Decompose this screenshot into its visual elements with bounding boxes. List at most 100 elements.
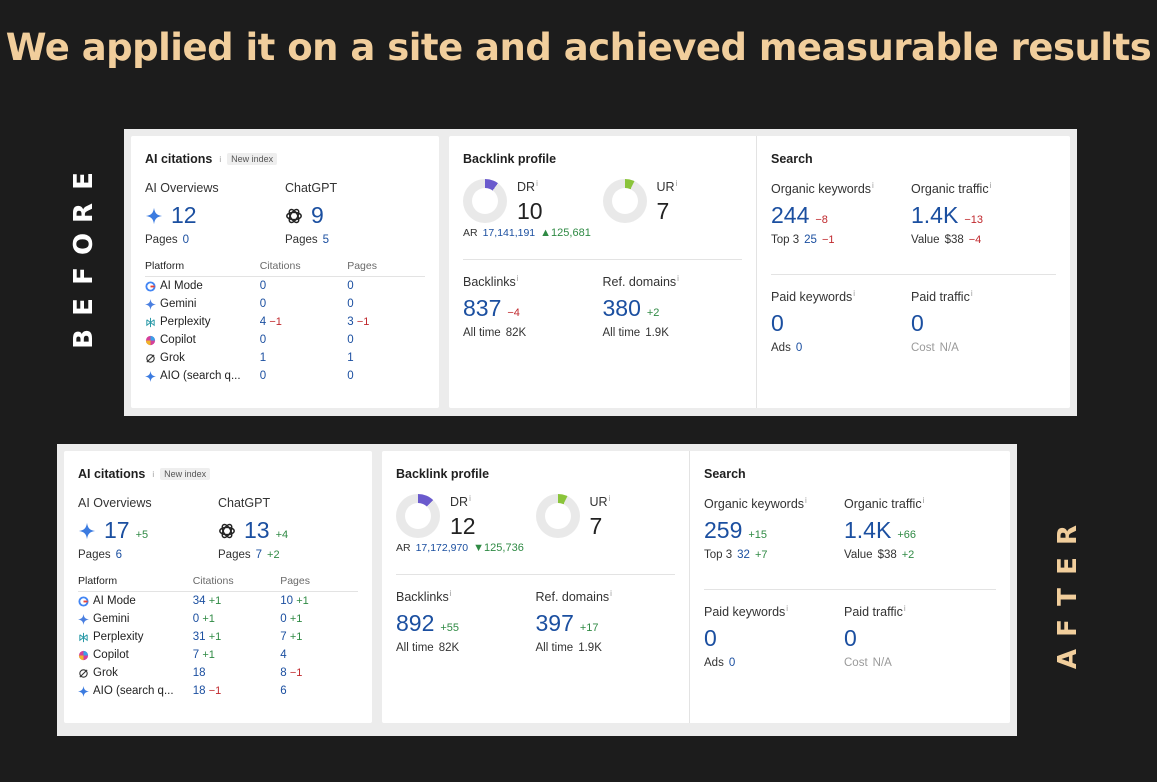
platform-row[interactable]: Copilot 7 +1 4 — [78, 646, 358, 664]
citations-value[interactable]: 7 — [192, 649, 200, 661]
pages-value[interactable]: 0 — [347, 280, 354, 292]
info-icon[interactable]: i — [469, 494, 471, 503]
info-icon[interactable]: i — [853, 289, 856, 298]
platform-row[interactable]: AIO (search q... 0 0 — [145, 367, 425, 385]
platform-row[interactable]: Copilot 0 0 — [145, 331, 425, 349]
paid-traffic-metric[interactable]: Paid traffici 0 Cost N/A — [844, 604, 984, 669]
ai-overviews-metric[interactable]: AI Overviews 12 Pages 0 — [145, 181, 285, 246]
ai-overviews-pages[interactable]: 6 — [115, 549, 123, 561]
organic-traffic-metric[interactable]: Organic traffici 1.4K +66 Value $38 +2 — [844, 496, 984, 561]
ref-domains-delta: +17 — [579, 622, 599, 634]
pages-value[interactable]: 3 — [347, 316, 354, 328]
info-icon[interactable]: i — [970, 289, 973, 298]
info-icon[interactable]: i — [922, 496, 925, 505]
info-icon[interactable]: i — [872, 181, 874, 190]
platform-name: AIO (search q... — [160, 370, 241, 382]
pages-value[interactable]: 0 — [280, 613, 287, 625]
ai-overviews-pages[interactable]: 0 — [182, 234, 190, 246]
citations-value[interactable]: 31 — [192, 631, 206, 643]
backlinks-metric[interactable]: Backlinksi 837 −4 All time 82K — [463, 274, 603, 339]
info-icon[interactable]: i — [903, 604, 906, 613]
citations-value[interactable]: 0 — [192, 613, 200, 625]
platform-row[interactable]: Grok 18 8 −1 — [78, 664, 358, 682]
citations-value[interactable]: 0 — [259, 334, 267, 346]
citations-value[interactable]: 18 — [192, 685, 206, 697]
pages-value[interactable]: 4 — [280, 649, 287, 661]
pages-value[interactable]: 8 — [280, 667, 287, 679]
pages-value[interactable]: 0 — [347, 298, 354, 310]
info-icon[interactable]: i — [219, 154, 222, 164]
platform-row[interactable]: AI Mode 34 +1 10 +1 — [78, 592, 358, 610]
platform-row[interactable]: Perplexity 31 +1 7 +1 — [78, 628, 358, 646]
label-letter: F — [68, 266, 99, 285]
pages-value[interactable]: 0 — [347, 370, 354, 382]
paid-keywords-metric[interactable]: Paid keywordsi 0 Ads 0 — [771, 289, 911, 354]
label-letter: E — [68, 172, 99, 190]
dr-metric[interactable]: DRi 10 — [463, 179, 603, 225]
organic-keywords-metric[interactable]: Organic keywordsi 244 −8 Top 3 25 −1 — [771, 181, 911, 246]
dr-metric[interactable]: DRi 12 — [396, 494, 536, 540]
citations-value[interactable]: 1 — [259, 352, 267, 364]
organic-keywords-metric[interactable]: Organic keywordsi 259 +15 Top 3 32 +7 — [704, 496, 844, 561]
dr-value: 12 — [450, 513, 476, 539]
info-icon[interactable]: i — [516, 274, 519, 283]
ur-metric[interactable]: URi 7 — [602, 179, 743, 225]
top3-value[interactable]: 32 — [737, 549, 750, 561]
backlinks-metric[interactable]: Backlinksi 892 +55 All time 82K — [396, 589, 536, 654]
platform-row[interactable]: Perplexity 4 −1 3 −1 — [145, 313, 425, 331]
organic-keywords-delta: +15 — [748, 529, 768, 541]
info-icon[interactable]: i — [989, 181, 992, 190]
citations-value[interactable]: 18 — [192, 667, 206, 679]
info-icon[interactable]: i — [536, 179, 538, 188]
info-icon[interactable]: i — [677, 274, 679, 283]
citations-delta: −1 — [208, 685, 222, 697]
ar-value[interactable]: 17,172,970 — [415, 542, 469, 554]
pages-value[interactable]: 7 — [280, 631, 287, 643]
paid-keywords-metric[interactable]: Paid keywordsi 0 Ads 0 — [704, 604, 844, 669]
info-icon[interactable]: i — [152, 469, 155, 479]
organic-traffic-metric[interactable]: Organic traffici 1.4K −13 Value $38 −4 — [911, 181, 1051, 246]
label-letter: E — [1052, 557, 1083, 575]
ref-domains-metric[interactable]: Ref. domainsi 397 +17 All time 1.9K — [536, 589, 676, 654]
info-icon[interactable]: i — [805, 496, 807, 505]
info-icon[interactable]: i — [786, 604, 789, 613]
top3-value[interactable]: 25 — [804, 234, 817, 246]
organic-keywords-label: Organic keywords — [704, 497, 805, 512]
info-icon[interactable]: i — [610, 589, 612, 598]
pages-value[interactable]: 0 — [347, 334, 354, 346]
overview-card: Backlink profile DRi 10 URi 7 AR 17,141,191… — [449, 136, 1070, 408]
chatgpt-pages[interactable]: 5 — [322, 234, 330, 246]
pages-value[interactable]: 6 — [280, 685, 287, 697]
google-icon — [145, 280, 156, 292]
pages-value[interactable]: 1 — [347, 352, 354, 364]
platform-row[interactable]: AI Mode 0 0 — [145, 277, 425, 295]
ar-value[interactable]: 17,141,191 — [482, 227, 536, 239]
citations-value[interactable]: 34 — [192, 595, 206, 607]
col-platform: Platform — [145, 260, 185, 272]
info-icon[interactable]: i — [675, 179, 678, 188]
col-platform: Platform — [78, 575, 118, 587]
chatgpt-metric[interactable]: ChatGPT 9 Pages 5 — [285, 181, 425, 246]
ur-metric[interactable]: URi 7 — [535, 494, 676, 540]
pages-value[interactable]: 10 — [280, 595, 294, 607]
info-icon[interactable]: i — [608, 494, 611, 503]
platform-row[interactable]: Grok 1 1 — [145, 349, 425, 367]
platform-row[interactable]: Gemini 0 0 — [145, 295, 425, 313]
before-panel: AI citations i New index AI Overviews 12 P… — [124, 129, 1077, 416]
label-letter: R — [1053, 524, 1083, 546]
citations-value[interactable]: 0 — [259, 298, 267, 310]
citations-value[interactable]: 0 — [259, 280, 267, 292]
chatgpt-metric[interactable]: ChatGPT 13 +4 Pages 7 +2 — [218, 496, 358, 561]
ads-value[interactable]: 0 — [728, 657, 736, 669]
platform-row[interactable]: AIO (search q... 18 −1 6 — [78, 682, 358, 700]
citations-value[interactable]: 4 — [259, 316, 267, 328]
ref-domains-metric[interactable]: Ref. domainsi 380 +2 All time 1.9K — [603, 274, 743, 339]
platform-row[interactable]: Gemini 0 +1 0 +1 — [78, 610, 358, 628]
paid-traffic-metric[interactable]: Paid traffici 0 Cost N/A — [911, 289, 1051, 354]
ads-value[interactable]: 0 — [795, 342, 803, 354]
chatgpt-pages[interactable]: 7 — [255, 549, 263, 561]
citations-value[interactable]: 0 — [259, 370, 267, 382]
ai-overviews-metric[interactable]: AI Overviews 17 +5 Pages 6 — [78, 496, 218, 561]
organic-traffic-delta: +66 — [897, 529, 916, 541]
info-icon[interactable]: i — [449, 589, 452, 598]
